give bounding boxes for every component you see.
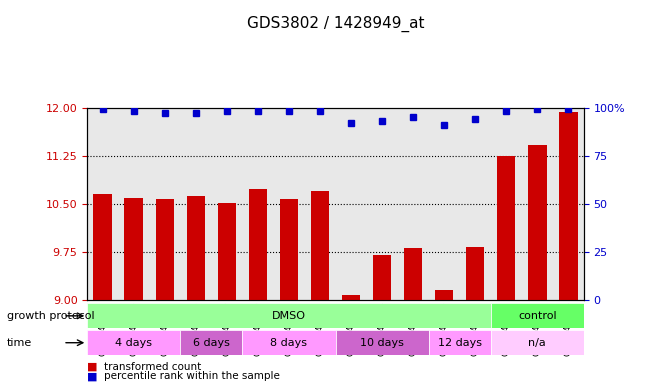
- Bar: [187, 197, 205, 300]
- Text: time: time: [7, 338, 32, 348]
- FancyBboxPatch shape: [491, 303, 584, 328]
- Text: n/a: n/a: [528, 338, 546, 348]
- Bar: [93, 194, 112, 300]
- Text: percentile rank within the sample: percentile rank within the sample: [104, 371, 280, 381]
- Bar: [466, 247, 484, 300]
- Bar: [311, 191, 329, 300]
- Bar: [248, 189, 267, 300]
- Text: 6 days: 6 days: [193, 338, 229, 348]
- FancyBboxPatch shape: [429, 330, 491, 355]
- FancyBboxPatch shape: [336, 330, 429, 355]
- Text: control: control: [518, 311, 556, 321]
- Bar: [372, 255, 391, 300]
- Bar: [342, 295, 360, 300]
- Bar: [528, 145, 546, 300]
- Text: ■: ■: [87, 362, 98, 372]
- Text: 10 days: 10 days: [360, 338, 404, 348]
- Bar: [280, 199, 298, 300]
- Bar: [156, 199, 174, 300]
- Text: 8 days: 8 days: [270, 338, 307, 348]
- Bar: [497, 156, 515, 300]
- FancyBboxPatch shape: [491, 330, 584, 355]
- FancyBboxPatch shape: [87, 330, 180, 355]
- Text: DMSO: DMSO: [272, 311, 306, 321]
- Text: 4 days: 4 days: [115, 338, 152, 348]
- FancyBboxPatch shape: [87, 303, 491, 328]
- Bar: [217, 203, 236, 300]
- Text: ■: ■: [87, 371, 98, 381]
- Bar: [559, 112, 578, 300]
- Bar: [435, 290, 454, 300]
- Bar: [404, 248, 423, 300]
- Text: transformed count: transformed count: [104, 362, 201, 372]
- Bar: [125, 199, 143, 300]
- FancyBboxPatch shape: [180, 330, 242, 355]
- FancyBboxPatch shape: [242, 330, 336, 355]
- Text: 12 days: 12 days: [437, 338, 482, 348]
- Text: GDS3802 / 1428949_at: GDS3802 / 1428949_at: [247, 15, 424, 31]
- Text: growth protocol: growth protocol: [7, 311, 95, 321]
